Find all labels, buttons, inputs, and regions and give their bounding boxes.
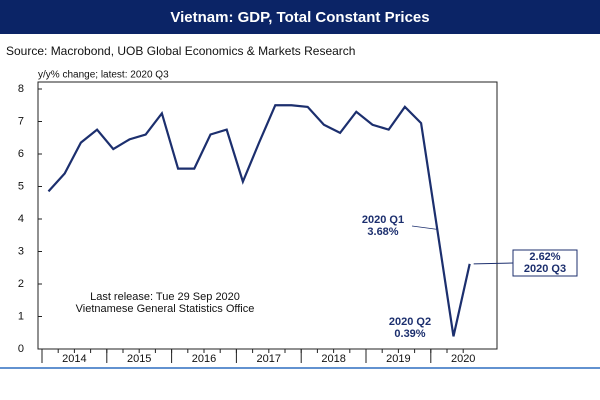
- x-tick-label: 2015: [127, 353, 151, 365]
- leader: [411, 225, 438, 230]
- y-axis-label: y/y% change; latest: 2020 Q3: [38, 70, 169, 81]
- y-tick-label: 1: [18, 310, 24, 322]
- note: Last release: Tue 29 Sep 2020: [90, 291, 240, 303]
- x-tick-label: 2014: [62, 353, 86, 365]
- y-tick-label: 0: [18, 343, 24, 355]
- y-tick-label: 6: [18, 148, 24, 160]
- y-tick-label: 7: [18, 115, 24, 127]
- data-label: 0.39%: [394, 328, 425, 340]
- x-tick-label: 2017: [257, 353, 281, 365]
- chart-title: Vietnam: GDP, Total Constant Prices: [170, 9, 429, 26]
- y-tick-label: 3: [18, 245, 24, 257]
- series-line: [47, 104, 471, 337]
- x-tick-label: 2016: [192, 353, 216, 365]
- data-label: 2.62%: [529, 251, 560, 263]
- note: Vietnamese General Statistics Office: [76, 303, 255, 315]
- y-tick-label: 4: [18, 213, 24, 225]
- label-box: [512, 249, 578, 277]
- leader: [473, 262, 514, 265]
- data-label: 3.68%: [367, 226, 398, 238]
- x-tick-label: 2020: [451, 353, 475, 365]
- point-name: 2020 Q3: [524, 263, 566, 275]
- y-tick-label: 2: [18, 278, 24, 290]
- point-name: 2020 Q2: [389, 316, 431, 328]
- source: Source: Macrobond, UOB Global Economics …: [6, 44, 355, 58]
- x-tick-label: 2019: [386, 353, 410, 365]
- point-name: 2020 Q1: [362, 214, 404, 226]
- plot-frame: [37, 81, 498, 350]
- y-tick-label: 8: [18, 83, 24, 95]
- x-tick-label: 2018: [321, 353, 345, 365]
- title-bar: [0, 0, 600, 34]
- y-tick-label: 5: [18, 180, 24, 192]
